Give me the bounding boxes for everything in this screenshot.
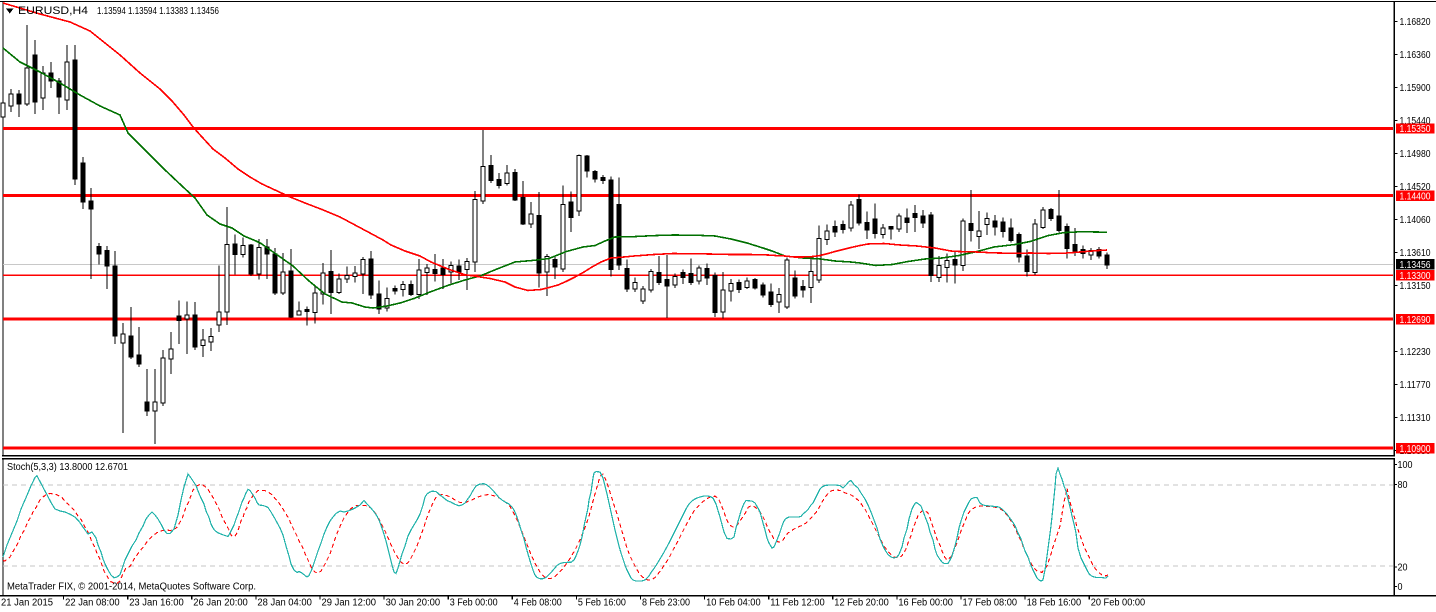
svg-text:1.14400: 1.14400: [1400, 191, 1431, 202]
svg-text:4 Feb 08:00: 4 Feb 08:00: [514, 598, 562, 609]
svg-text:3 Feb 00:00: 3 Feb 00:00: [450, 598, 498, 609]
svg-text:1.14520: 1.14520: [1400, 182, 1431, 193]
svg-text:Stoch(5,3,3) 13.8000 12.6701: Stoch(5,3,3) 13.8000 12.6701: [7, 462, 128, 473]
svg-text:21 Jan 2015: 21 Jan 2015: [1, 598, 53, 609]
svg-text:1.16820: 1.16820: [1400, 17, 1431, 28]
svg-text:12 Feb 20:00: 12 Feb 20:00: [834, 598, 889, 609]
svg-text:MetaTrader FIX, © 2001-2014, M: MetaTrader FIX, © 2001-2014, MetaQuotes …: [7, 582, 256, 593]
svg-text:1.12230: 1.12230: [1400, 347, 1431, 358]
svg-text:1.11310: 1.11310: [1400, 413, 1431, 424]
svg-text:100: 100: [1398, 460, 1413, 471]
svg-text:28 Jan 04:00: 28 Jan 04:00: [257, 598, 312, 609]
svg-text:17 Feb 08:00: 17 Feb 08:00: [963, 598, 1018, 609]
svg-text:1.15440: 1.15440: [1400, 116, 1431, 127]
svg-text:1.13594 1.13594 1.13383 1.1345: 1.13594 1.13594 1.13383 1.13456: [97, 6, 219, 17]
svg-text:30 Jan 20:00: 30 Jan 20:00: [386, 598, 441, 609]
svg-text:1.10900: 1.10900: [1400, 444, 1431, 455]
svg-text:0: 0: [1398, 582, 1404, 593]
svg-text:1.15900: 1.15900: [1400, 83, 1431, 94]
svg-text:1.14980: 1.14980: [1400, 149, 1431, 160]
svg-text:1.12690: 1.12690: [1400, 315, 1431, 326]
svg-text:16 Feb 00:00: 16 Feb 00:00: [898, 598, 953, 609]
svg-text:1.16360: 1.16360: [1400, 50, 1431, 61]
svg-text:18 Feb 16:00: 18 Feb 16:00: [1027, 598, 1082, 609]
svg-text:29 Jan 12:00: 29 Jan 12:00: [322, 598, 377, 609]
svg-text:1.13300: 1.13300: [1400, 271, 1431, 282]
svg-text:5 Feb 16:00: 5 Feb 16:00: [578, 598, 626, 609]
svg-text:11 Feb 12:00: 11 Feb 12:00: [770, 598, 825, 609]
svg-text:20 Feb 00:00: 20 Feb 00:00: [1091, 598, 1146, 609]
svg-text:1.13150: 1.13150: [1400, 281, 1431, 292]
svg-text:22 Jan 08:00: 22 Jan 08:00: [65, 598, 120, 609]
svg-text:26 Jan 20:00: 26 Jan 20:00: [193, 598, 248, 609]
svg-text:EURUSD,H4: EURUSD,H4: [18, 5, 88, 17]
svg-text:1.14060: 1.14060: [1400, 215, 1431, 226]
svg-text:1.13456: 1.13456: [1400, 260, 1431, 271]
svg-text:1.11770: 1.11770: [1400, 380, 1431, 391]
svg-text:80: 80: [1398, 480, 1408, 491]
svg-text:1.13610: 1.13610: [1400, 248, 1431, 259]
svg-text:23 Jan 16:00: 23 Jan 16:00: [129, 598, 184, 609]
svg-text:1.15350: 1.15350: [1400, 124, 1431, 135]
svg-text:10 Feb 04:00: 10 Feb 04:00: [706, 598, 761, 609]
svg-text:8 Feb 23:00: 8 Feb 23:00: [642, 598, 690, 609]
svg-text:20: 20: [1398, 563, 1408, 574]
